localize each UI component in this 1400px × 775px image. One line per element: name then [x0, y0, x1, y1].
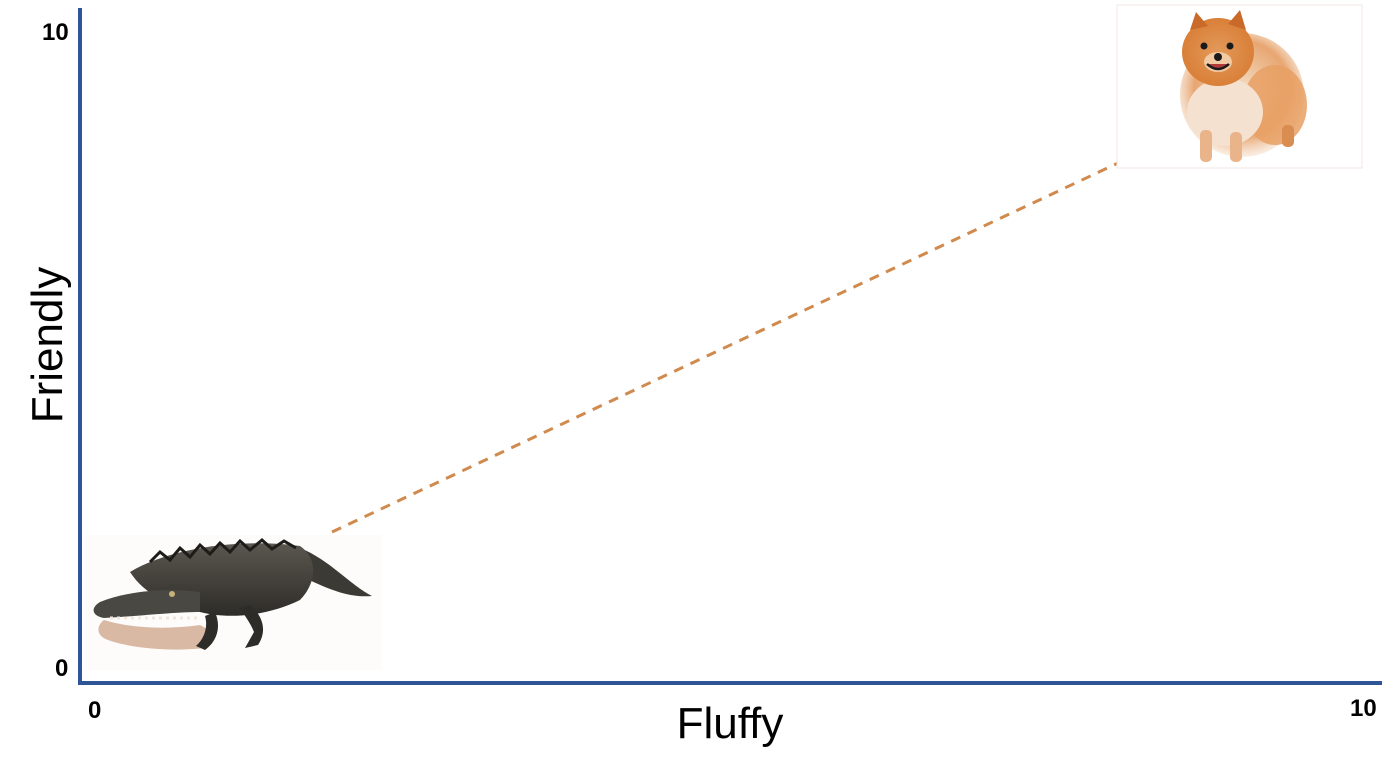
dashed-connector-line: [331, 139, 1166, 534]
alligator-marker-icon: [86, 535, 382, 670]
x-tick-min: 0: [88, 697, 101, 724]
y-tick-min: 0: [55, 655, 68, 682]
x-tick-max: 10: [1350, 695, 1377, 722]
y-tick-max: 10: [42, 19, 69, 46]
pomeranian-dog-marker-icon: [1116, 4, 1363, 169]
x-axis-label: Fluffy: [677, 699, 784, 748]
y-axis-label: Friendly: [23, 267, 72, 424]
